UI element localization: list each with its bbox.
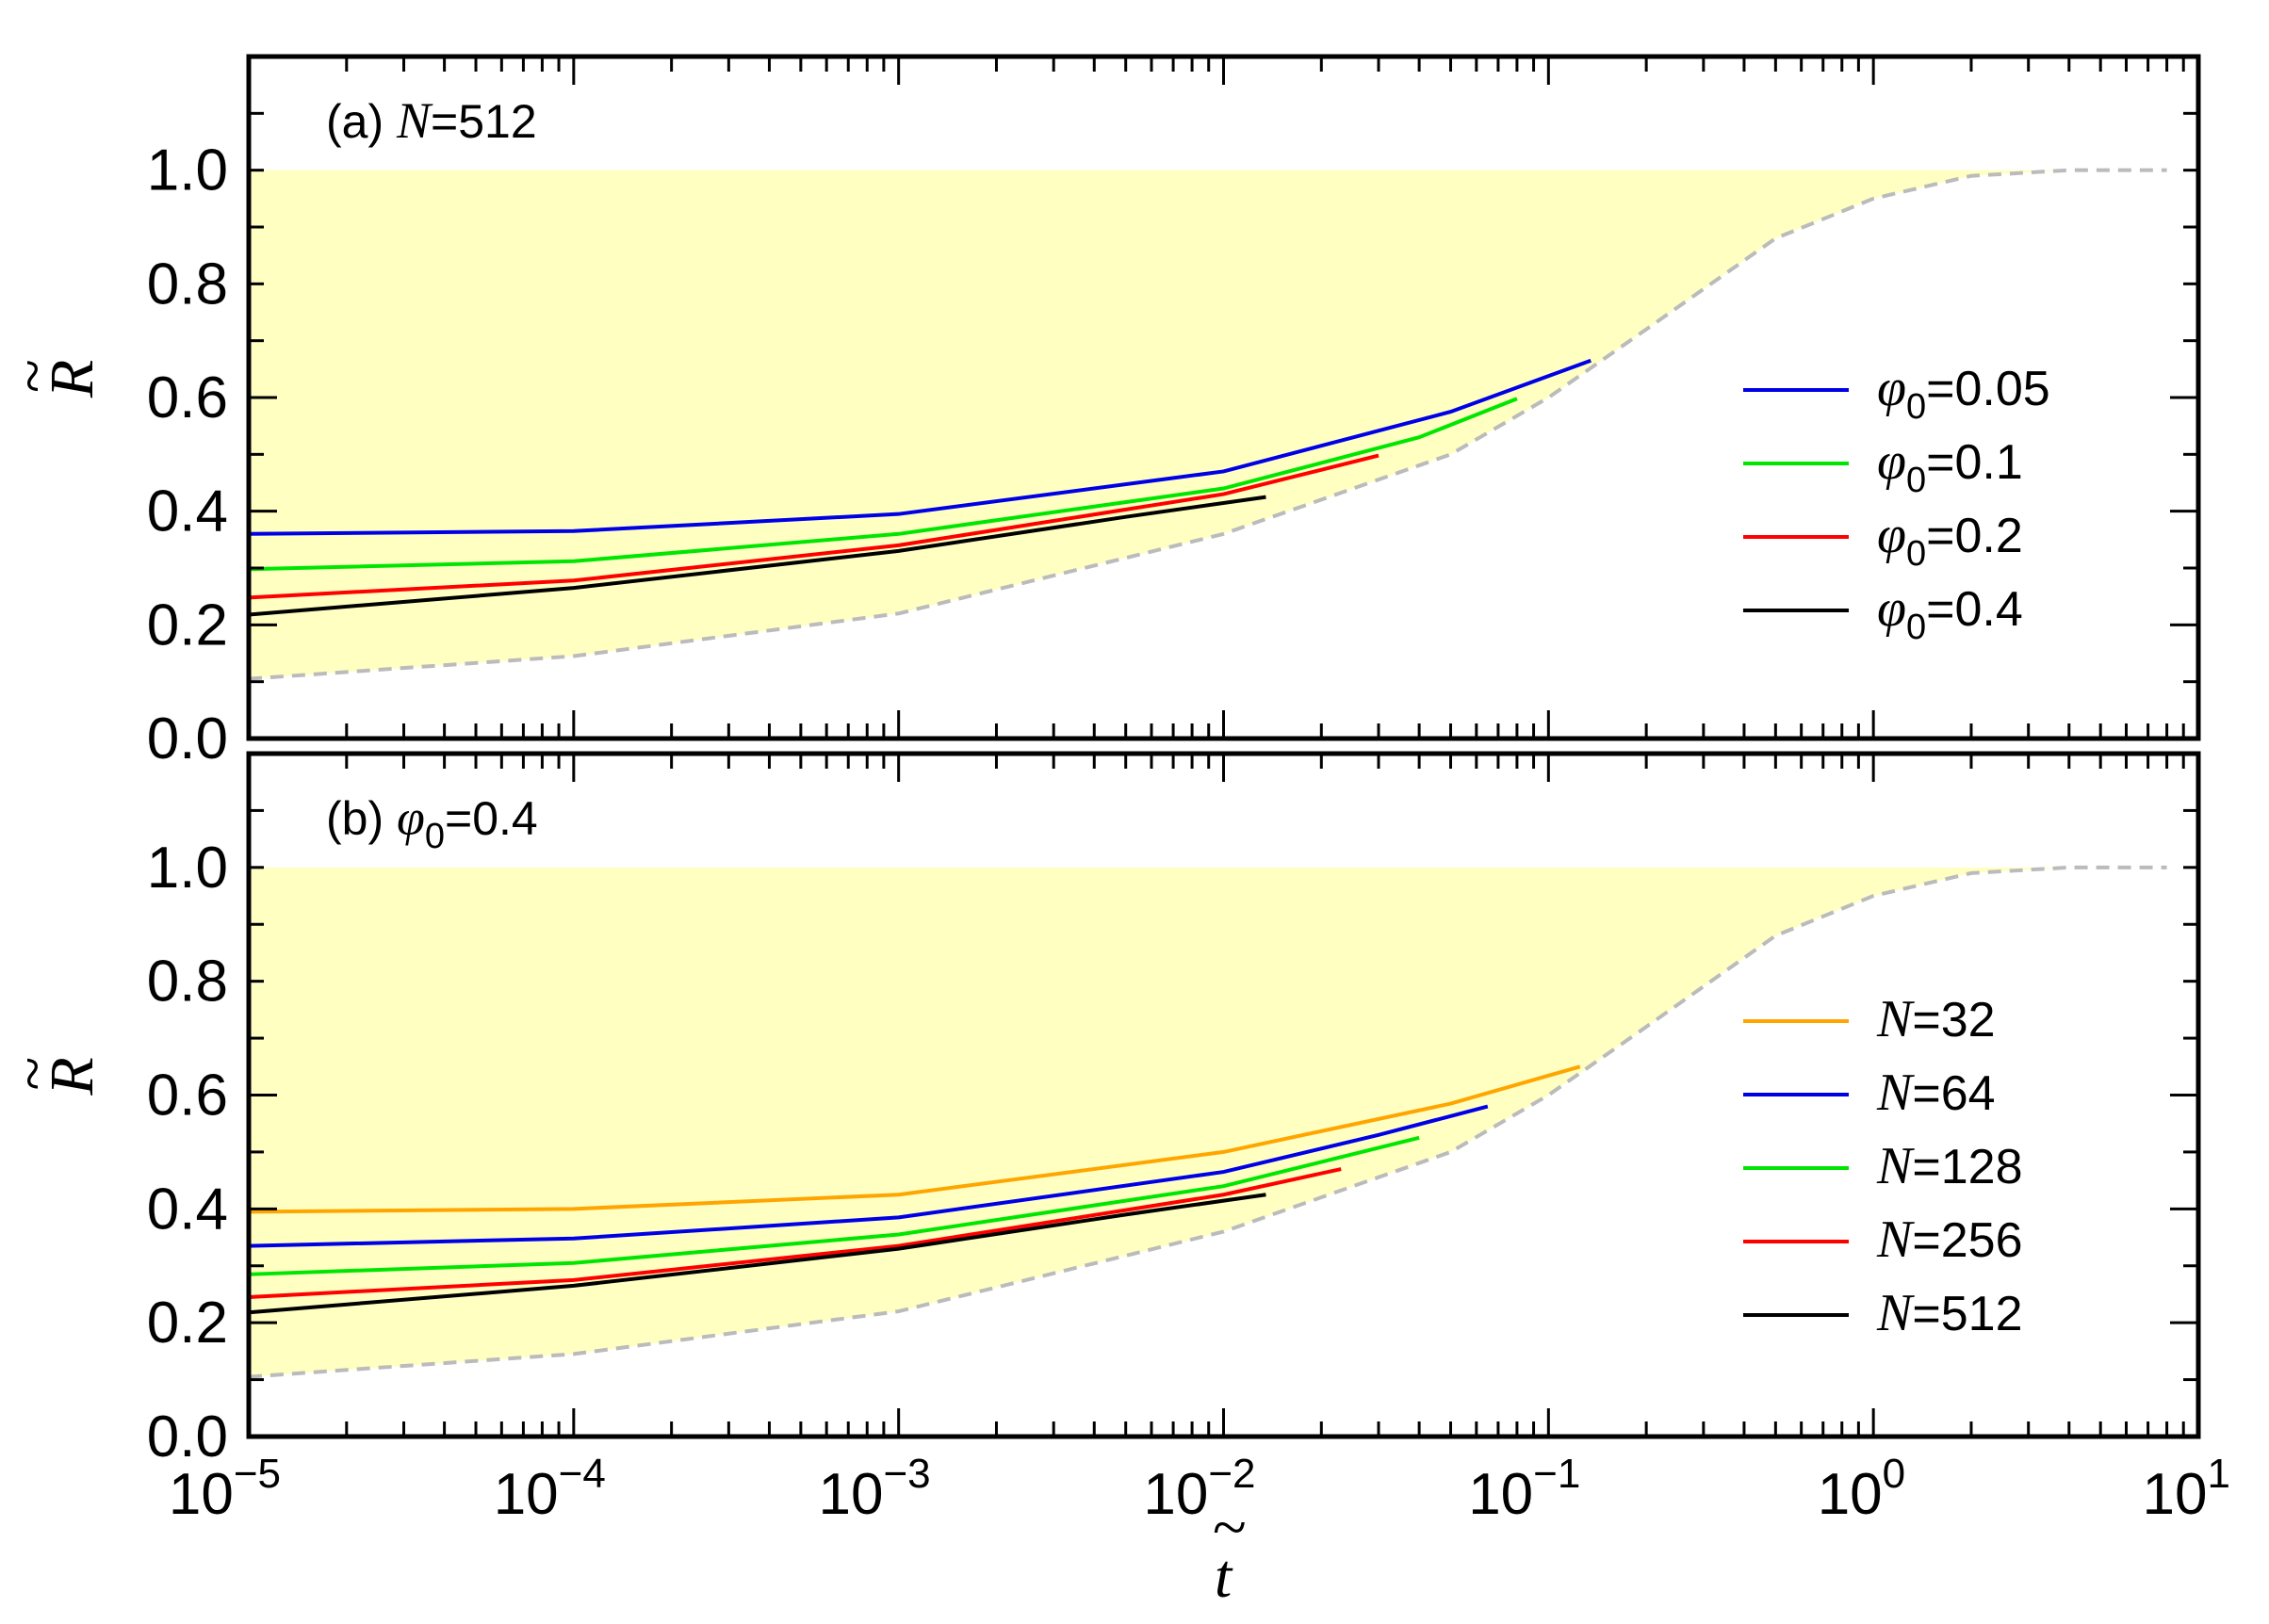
panel-a-series-line-2	[248, 453, 1379, 600]
panel-a-legend-label-1: φ0=0.1	[1877, 432, 2023, 500]
panel-b-y-tick-label: 0.8	[147, 950, 228, 1015]
panel-a-shaded-region	[249, 170, 2167, 679]
panel-b-y-tick-label: 0.0	[147, 1405, 228, 1470]
panel-b-y-tick-label: 0.6	[147, 1064, 228, 1129]
panel-a-series-line-0	[248, 358, 1592, 536]
panel-a-y-tick-label: 0.6	[147, 365, 228, 430]
panel-b-y-axis-tilde: ~	[0, 1058, 67, 1092]
panel-b-x-tick-label: 10−3	[819, 1451, 931, 1527]
panel-b-x-tick-label: 10−1	[1468, 1451, 1580, 1527]
panel-b-series-line-1	[248, 1104, 1489, 1248]
panel-b-series-line-2	[248, 1135, 1420, 1276]
panel-b-panel-label: (b) φ0=0.4	[326, 789, 538, 856]
panel-b-series-line-4	[248, 1193, 1266, 1315]
panel-a-y-tick-label: 0.0	[147, 706, 228, 771]
panel-b-x-tick-label: 10−4	[494, 1451, 606, 1527]
panel-b-y-tick-label: 0.2	[147, 1291, 228, 1356]
panel-a-y-axis-tilde: ~	[0, 360, 67, 394]
panel-a-y-tick-label: 1.0	[147, 138, 228, 203]
panel-a-series-line-1	[248, 397, 1518, 572]
panel-b-x-axis-title: t	[1215, 1542, 1233, 1611]
panel-b-x-tick-label: 10−5	[169, 1451, 281, 1527]
panel-b-legend-label-1: N=64	[1876, 1064, 1996, 1122]
panel-b-y-axis-title: R	[38, 1057, 106, 1096]
panel-b-y-tick-label: 1.0	[147, 836, 228, 901]
panel-b-legend-label-3: N=256	[1876, 1210, 2023, 1269]
panel-b-legend-label-0: N=32	[1876, 990, 1996, 1048]
panel-b-x-tick-label: 101	[2143, 1451, 2230, 1527]
panel-a-y-tick-label: 0.4	[147, 479, 228, 544]
panel-b-x-tick-label: 100	[1818, 1451, 1905, 1527]
panel-b-x-axis-tilde: ~	[1212, 1493, 1246, 1562]
panel-b-x-tick-label: 10−2	[1143, 1451, 1255, 1527]
panel-a-legend-label-0: φ0=0.05	[1877, 359, 2050, 427]
panel-a-y-tick-label: 0.8	[147, 252, 228, 317]
panel-b-series-line-0	[248, 1064, 1581, 1214]
panel-a-series-line-3	[248, 495, 1266, 617]
panel-a-legend-label-2: φ0=0.2	[1877, 506, 2023, 574]
panel-b-legend-label-2: N=128	[1876, 1137, 2023, 1195]
panel-a-panel-label: (a) N=512	[326, 92, 537, 149]
panel-b: 0.0 0.2 0.4 0.6 0.8 1.0 10−5 10−4 10−3 10−2 10−1 10…	[0, 751, 2230, 1611]
panel-b-y-tick-label: 0.4	[147, 1177, 228, 1242]
panel-a: 0.00.20.40.60.81.0R~(a) N=512φ0=0.05φ0=0…	[0, 54, 2201, 771]
panel-a-legend-label-3: φ0=0.4	[1877, 579, 2023, 647]
panel-b-series-line-3	[248, 1167, 1342, 1299]
panel-a-y-axis-title: R	[38, 360, 106, 398]
panel-b-legend-label-4: N=512	[1876, 1284, 2023, 1342]
panel-a-y-tick-label: 0.2	[147, 593, 228, 658]
